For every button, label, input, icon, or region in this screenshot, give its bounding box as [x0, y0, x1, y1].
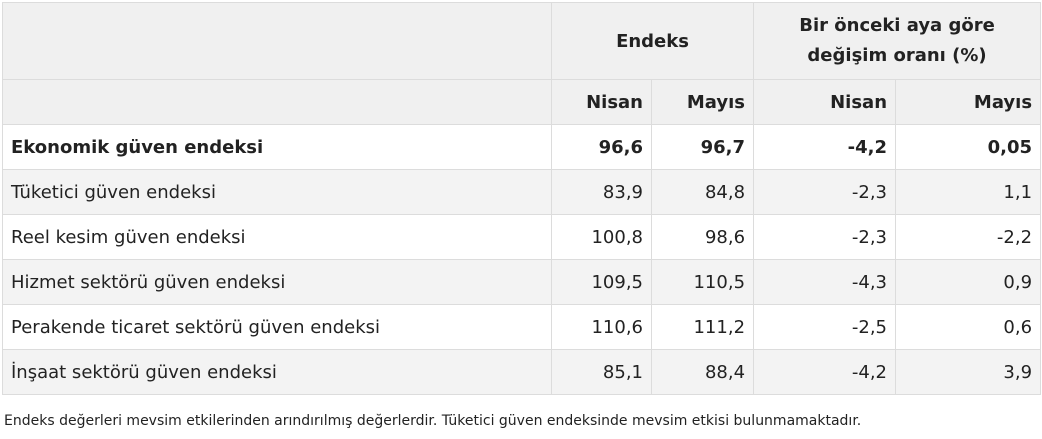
value-cell: 0,6 [895, 304, 1042, 350]
table-row: Tüketici güven endeksi 83,9 84,8 -2,3 1,1 [2, 169, 1042, 215]
value-cell: -4,2 [753, 124, 897, 170]
footnote: Endeks değerleri mevsim etkilerinden arı… [4, 413, 862, 429]
table-row: Perakende ticaret sektörü güven endeksi 1… [2, 304, 1042, 350]
value-cell: 110,5 [650, 259, 755, 305]
value-cell: 0,9 [895, 259, 1042, 305]
value-cell: 96,7 [650, 124, 755, 170]
row-label: Ekonomik güven endeksi [2, 124, 552, 170]
value-cell: 96,6 [551, 124, 652, 170]
column-header: Mayıs [895, 79, 1042, 125]
table-row: Ekonomik güven endeksi 96,6 96,7 -4,2 0,05 [2, 124, 1042, 170]
value-cell: 88,4 [650, 349, 755, 395]
value-cell: 98,6 [650, 214, 755, 260]
data-table: Endeks Bir önceki aya göre değişim oranı… [2, 2, 1042, 395]
row-label: Hizmet sektörü güven endeksi [2, 259, 552, 305]
value-cell: 111,2 [650, 304, 755, 350]
value-cell: -4,3 [753, 259, 897, 305]
header-line: Bir önceki aya göre [799, 15, 995, 36]
row-label: İnşaat sektörü güven endeksi [2, 349, 552, 395]
value-cell: 85,1 [551, 349, 652, 395]
value-cell: -2,2 [895, 214, 1042, 260]
row-label: Reel kesim güven endeksi [2, 214, 552, 260]
row-label: Perakende ticaret sektörü güven endeksi [2, 304, 552, 350]
value-cell: -4,2 [753, 349, 897, 395]
column-header: Nisan [753, 79, 897, 125]
value-cell: 83,9 [551, 169, 652, 215]
column-header: Nisan [551, 79, 652, 125]
value-cell: -2,3 [753, 169, 897, 215]
value-cell: 100,8 [551, 214, 652, 260]
table-row: İnşaat sektörü güven endeksi 85,1 88,4 -4,2… [2, 349, 1042, 395]
column-header: Mayıs [650, 79, 755, 125]
group-header: Endeks [550, 2, 755, 80]
table-header: Endeks Bir önceki aya göre değişim oranı… [2, 2, 1042, 125]
table-row: Reel kesim güven endeksi 100,8 98,6 -2,3 -2,… [2, 214, 1042, 260]
header-line: değişim oranı (%) [807, 45, 987, 66]
header-cell [2, 2, 552, 80]
value-cell: 110,6 [551, 304, 652, 350]
group-header: Bir önceki aya göre değişim oranı (%) [753, 2, 1042, 80]
value-cell: -2,5 [753, 304, 897, 350]
row-label: Tüketici güven endeksi [2, 169, 552, 215]
header-row: Nisan Mayıs Nisan Mayıs [2, 79, 1042, 125]
value-cell: 84,8 [650, 169, 755, 215]
value-cell: -2,3 [753, 214, 897, 260]
header-row: Endeks Bir önceki aya göre değişim oranı… [2, 2, 1042, 80]
header-cell [2, 79, 552, 125]
table-body: Ekonomik güven endeksi 96,6 96,7 -4,2 0,05 Tü… [2, 124, 1042, 395]
value-cell: 0,05 [895, 124, 1042, 170]
value-cell: 1,1 [895, 169, 1042, 215]
value-cell: 109,5 [551, 259, 652, 305]
table-row: Hizmet sektörü güven endeksi 109,5 110,5 -4… [2, 259, 1042, 305]
value-cell: 3,9 [895, 349, 1042, 395]
